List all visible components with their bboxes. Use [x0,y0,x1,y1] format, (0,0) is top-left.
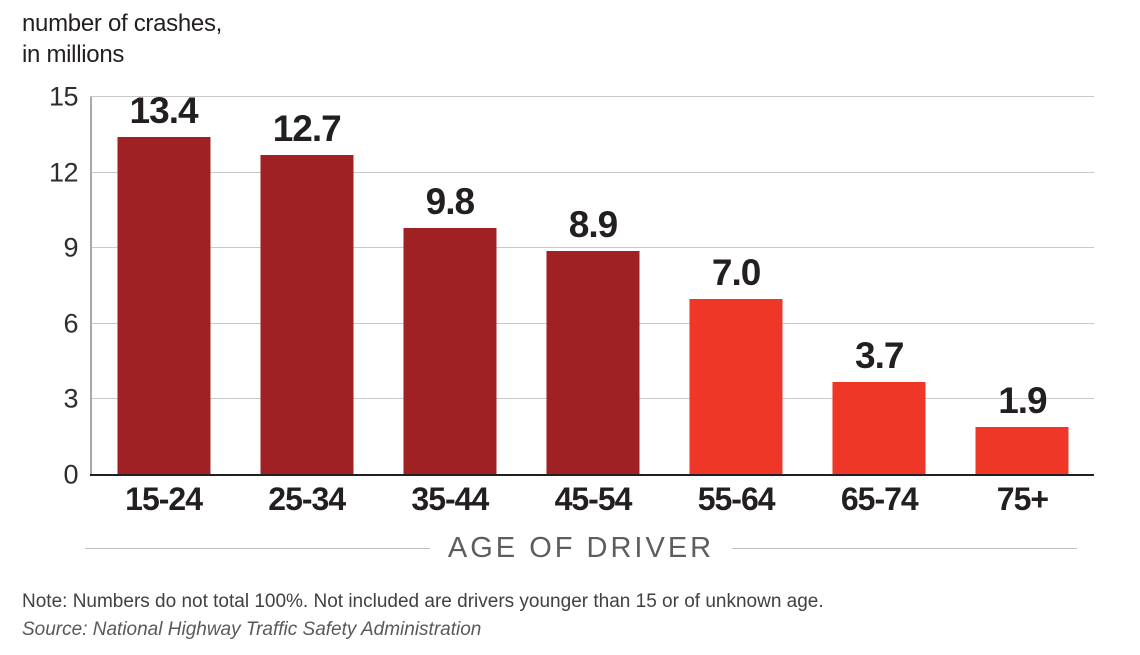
bar-55-64 [689,298,783,475]
value-label-25-34: 12.7 [272,107,342,149]
bar-group-15-24: 13.4 15-24 [92,90,235,517]
x-tick-label-75+: 75+ [996,481,1049,517]
gridline-y12 [90,171,1094,173]
value-label-75+: 1.9 [998,380,1047,422]
x-tick-label-45-54: 45-54 [554,481,633,517]
x-axis-title-row: AGE OF DRIVER [85,532,1078,565]
y-axis-title-line2: in millions [22,41,125,68]
value-label-55-64: 7.0 [711,251,761,293]
x-tick-label-35-44: 35-44 [411,481,489,517]
bar-group-75+: 1.9 75+ [951,97,1094,517]
bar-series: 13.4 15-24 12.7 25-34 9.8 35-44 8.9 45-54 7.0 55-… [92,90,1094,517]
plot-area: 13.4 15-24 12.7 25-34 9.8 35-44 8.9 45-54 7.0 55-… [90,90,1094,517]
value-label-65-74: 3.7 [855,334,904,376]
bar-75+ [975,427,1069,475]
y-tick-label-0: 0 [63,459,78,490]
y-tick-label-3: 3 [63,383,78,414]
x-tick-label-25-34: 25-34 [268,481,346,517]
bar-65-74 [832,381,926,475]
x-axis-rule-left [85,548,430,549]
gridline-y15 [90,96,1094,97]
value-label-35-44: 9.8 [425,181,475,223]
bar-group-25-34: 12.7 25-34 [235,97,378,517]
source-text: Source: National Highway Traffic Safety … [22,619,482,640]
y-tick-label-6: 6 [63,308,78,339]
value-label-45-54: 8.9 [568,203,618,245]
x-axis-title: AGE OF DRIVER [447,532,715,564]
x-tick-label-15-24: 15-24 [125,481,203,517]
y-tick-label-15: 15 [48,81,79,112]
x-axis-baseline [90,474,1094,476]
note-text: Note: Numbers do not total 100%. Not inc… [22,591,824,612]
bar-group-45-54: 8.9 45-54 [521,97,664,517]
y-axis-title: number of crashes, in millions [22,8,222,70]
y-axis-line [90,97,92,475]
bar-45-54 [546,250,640,475]
y-tick-label-12: 12 [48,157,79,188]
bar-15-24 [117,137,211,475]
y-tick-label-9: 9 [63,232,78,263]
y-axis-tick-labels: 0 3 6 9 12 15 [14,82,79,490]
x-tick-label-65-74: 65-74 [840,481,919,517]
value-label-15-24: 13.4 [129,90,199,132]
x-axis-rule-right [732,548,1078,549]
bar-group-35-44: 9.8 35-44 [378,97,521,517]
bar-25-34 [260,154,354,475]
bar-group-65-74: 3.7 65-74 [808,97,951,517]
y-axis-title-line1: number of crashes, [22,10,223,37]
gridline-y9 [90,247,1094,249]
x-tick-label-55-64: 55-64 [697,481,776,517]
bar-group-55-64: 7.0 55-64 [665,97,808,517]
bar-35-44 [403,228,497,475]
